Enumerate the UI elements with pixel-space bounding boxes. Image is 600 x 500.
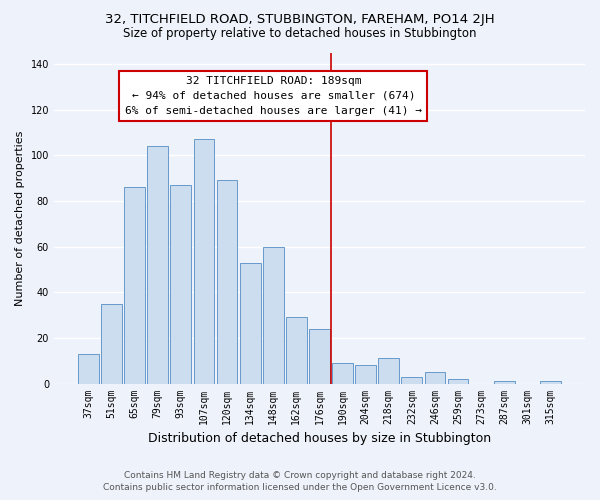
Bar: [309, 329, 330, 384]
Bar: [425, 372, 445, 384]
Bar: [124, 187, 145, 384]
Text: Size of property relative to detached houses in Stubbington: Size of property relative to detached ho…: [123, 28, 477, 40]
Bar: [78, 354, 99, 384]
Bar: [286, 318, 307, 384]
Bar: [217, 180, 238, 384]
Bar: [494, 382, 515, 384]
Bar: [194, 140, 214, 384]
Bar: [332, 363, 353, 384]
Text: Contains HM Land Registry data © Crown copyright and database right 2024.
Contai: Contains HM Land Registry data © Crown c…: [103, 471, 497, 492]
Bar: [170, 185, 191, 384]
Text: 32 TITCHFIELD ROAD: 189sqm
← 94% of detached houses are smaller (674)
6% of semi: 32 TITCHFIELD ROAD: 189sqm ← 94% of deta…: [125, 76, 422, 116]
Bar: [540, 382, 561, 384]
Bar: [401, 376, 422, 384]
X-axis label: Distribution of detached houses by size in Stubbington: Distribution of detached houses by size …: [148, 432, 491, 445]
Bar: [448, 379, 469, 384]
Bar: [379, 358, 399, 384]
Bar: [240, 262, 260, 384]
Text: 32, TITCHFIELD ROAD, STUBBINGTON, FAREHAM, PO14 2JH: 32, TITCHFIELD ROAD, STUBBINGTON, FAREHA…: [105, 12, 495, 26]
Bar: [263, 246, 284, 384]
Bar: [355, 366, 376, 384]
Bar: [148, 146, 168, 384]
Y-axis label: Number of detached properties: Number of detached properties: [15, 130, 25, 306]
Bar: [101, 304, 122, 384]
